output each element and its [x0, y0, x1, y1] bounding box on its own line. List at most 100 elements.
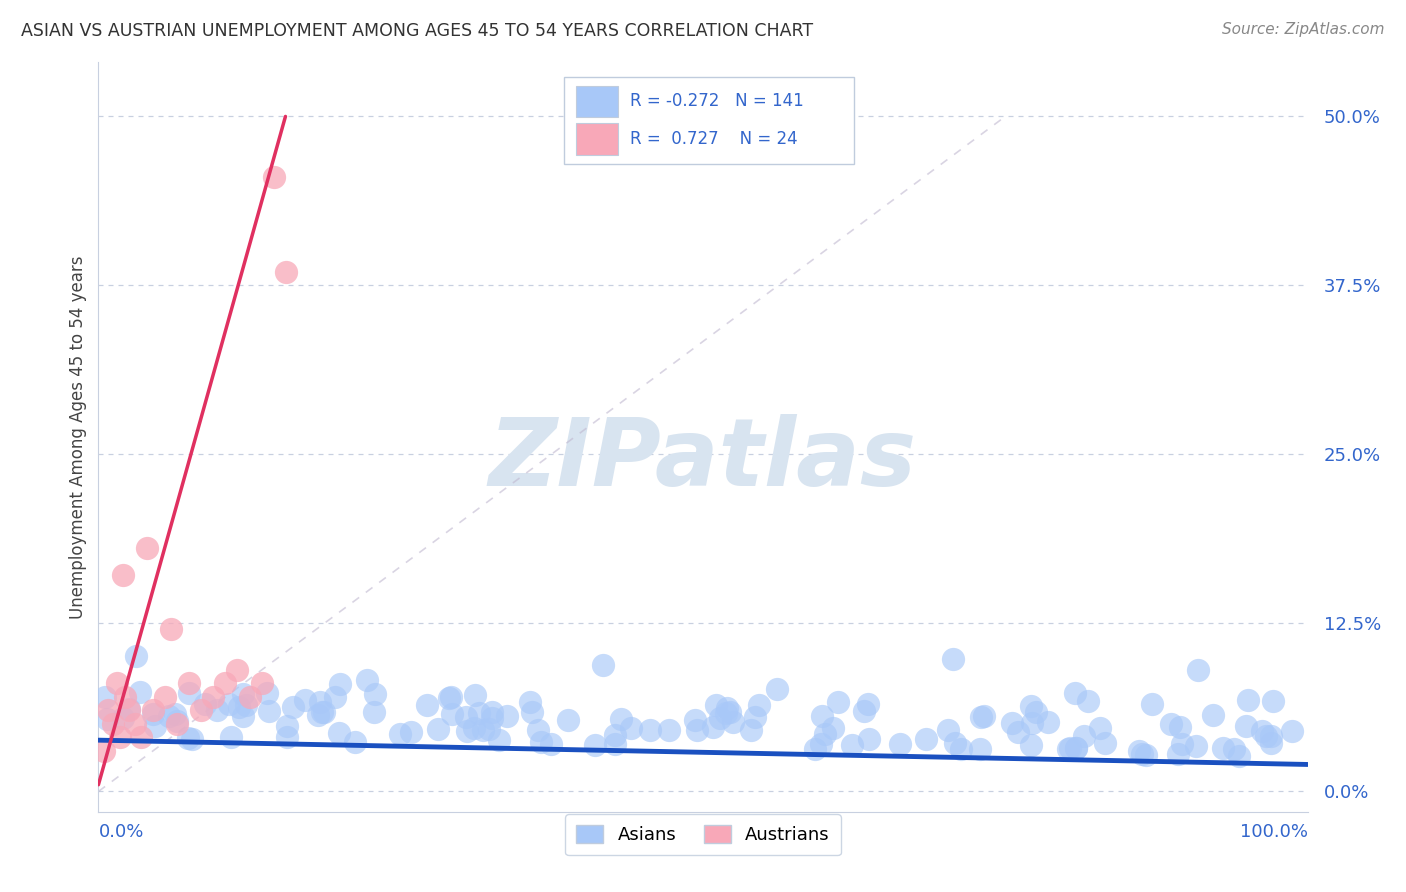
Point [1281, 724, 1303, 739]
Point [942, 652, 965, 666]
Point [388, 727, 411, 741]
Point [96, 712, 118, 726]
Point [1160, 717, 1182, 731]
Point [101, 717, 124, 731]
Point [1202, 708, 1225, 723]
Text: ASIAN VS AUSTRIAN UNEMPLOYMENT AMONG AGES 45 TO 54 YEARS CORRELATION CHART: ASIAN VS AUSTRIAN UNEMPLOYMENT AMONG AGE… [21, 22, 813, 40]
Point [1185, 739, 1208, 753]
Point [1064, 741, 1087, 756]
Text: R = -0.272   N = 141: R = -0.272 N = 141 [630, 93, 804, 111]
Point [440, 706, 463, 721]
Point [364, 687, 387, 701]
Point [658, 723, 681, 737]
Point [827, 695, 849, 709]
Point [93, 744, 115, 758]
Point [1025, 705, 1047, 719]
Point [401, 724, 423, 739]
Point [949, 741, 972, 756]
Point [1260, 729, 1282, 743]
Point [256, 686, 278, 700]
Point [166, 714, 188, 728]
Point [114, 690, 136, 704]
Point [1090, 721, 1112, 735]
Point [811, 709, 834, 723]
Point [166, 717, 188, 731]
Point [202, 690, 225, 704]
Point [415, 698, 437, 712]
Point [592, 658, 614, 673]
Point [709, 711, 731, 725]
Point [1057, 741, 1080, 756]
Point [1036, 715, 1059, 730]
Point [1019, 739, 1042, 753]
Point [467, 706, 489, 721]
Point [1187, 663, 1209, 677]
Point [194, 697, 217, 711]
Point [540, 738, 562, 752]
Point [294, 692, 316, 706]
Point [714, 706, 737, 720]
Point [814, 726, 837, 740]
Point [1073, 729, 1095, 743]
Point [218, 697, 240, 711]
Point [1019, 698, 1042, 713]
Point [129, 731, 152, 745]
Point [456, 723, 478, 738]
Point [1021, 716, 1043, 731]
Point [1260, 736, 1282, 750]
Point [257, 704, 280, 718]
Point [766, 682, 789, 697]
Point [1234, 719, 1257, 733]
Text: Source: ZipAtlas.com: Source: ZipAtlas.com [1222, 22, 1385, 37]
Point [118, 701, 141, 715]
Point [686, 723, 709, 737]
Point [603, 728, 626, 742]
Point [1007, 724, 1029, 739]
Point [740, 723, 762, 738]
Point [638, 723, 661, 737]
Point [274, 265, 297, 279]
Point [685, 713, 707, 727]
Point [276, 730, 298, 744]
Point [1254, 729, 1277, 743]
Point [943, 736, 966, 750]
Point [221, 730, 243, 744]
FancyBboxPatch shape [576, 86, 619, 117]
Point [177, 686, 200, 700]
Point [721, 714, 744, 729]
Point [177, 731, 200, 745]
Point [938, 723, 960, 738]
Point [143, 719, 166, 733]
Point [488, 733, 510, 747]
Point [1076, 694, 1098, 708]
Point [1094, 736, 1116, 750]
Text: 100.0%: 100.0% [1240, 822, 1308, 840]
Point [609, 712, 631, 726]
Point [235, 698, 257, 712]
Point [1128, 743, 1150, 757]
Point [478, 722, 501, 736]
Point [463, 722, 485, 736]
Text: R =  0.727    N = 24: R = 0.727 N = 24 [630, 130, 799, 148]
Point [179, 676, 201, 690]
Point [325, 690, 347, 704]
Point [1171, 737, 1194, 751]
Point [129, 685, 152, 699]
Point [810, 737, 832, 751]
Point [232, 687, 254, 701]
Point [157, 709, 180, 723]
Point [108, 731, 131, 745]
Point [853, 705, 876, 719]
Point [437, 691, 460, 706]
Point [495, 709, 517, 723]
Point [311, 705, 333, 719]
Legend: Asians, Austrians: Asians, Austrians [565, 814, 841, 855]
Point [1059, 741, 1081, 756]
Point [471, 723, 494, 737]
Point [94, 690, 117, 704]
Point [165, 706, 187, 721]
Point [716, 701, 738, 715]
Point [439, 690, 461, 704]
Point [239, 690, 262, 704]
Point [118, 703, 141, 717]
